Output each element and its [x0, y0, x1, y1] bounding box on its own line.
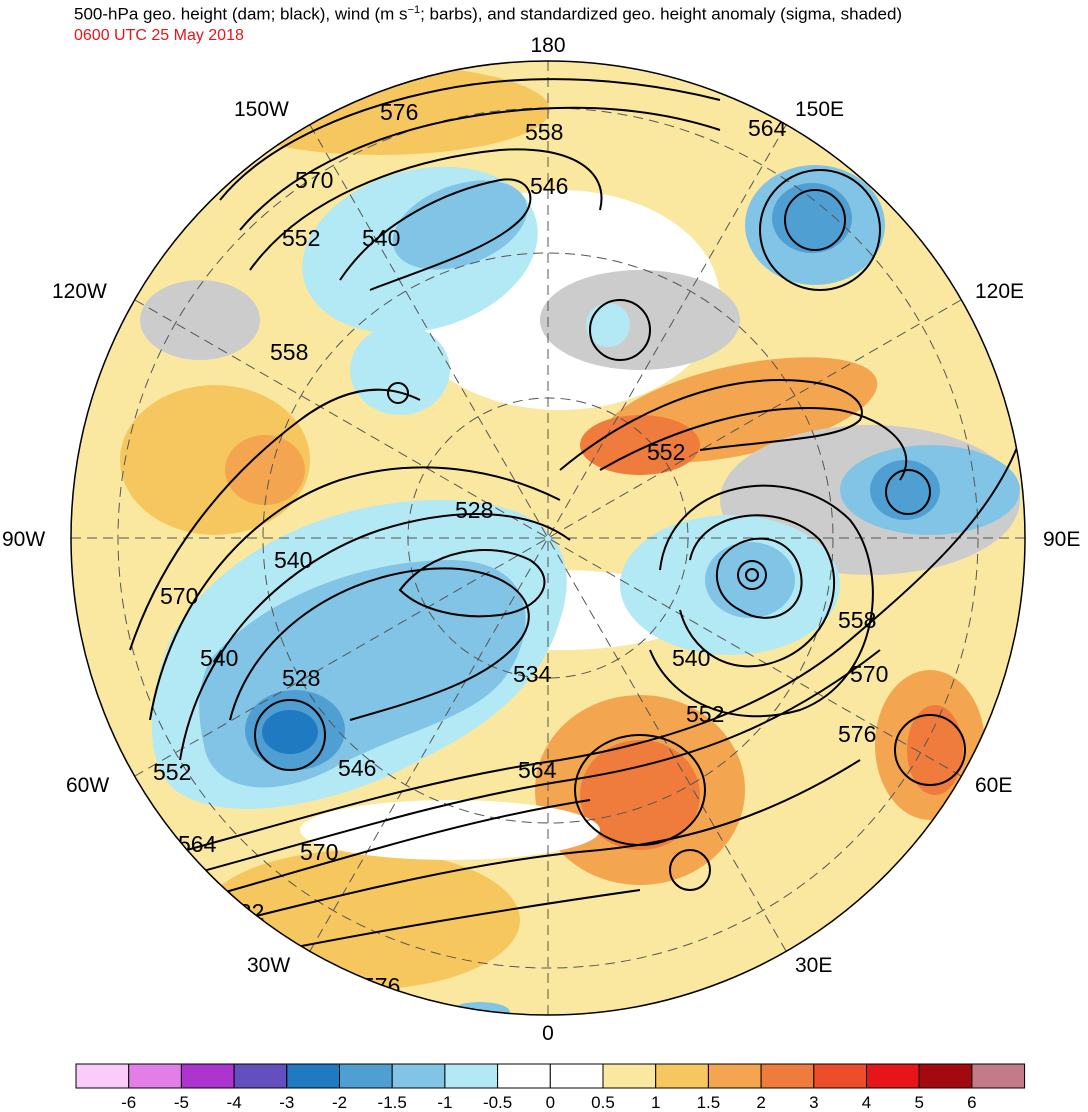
contour-label: 564 [518, 757, 557, 783]
contour-label: 576 [380, 99, 418, 125]
colorbar-swatch [339, 1063, 393, 1089]
colorbar-tick-label: -6 [121, 1093, 136, 1112]
contour-label: 570 [160, 583, 198, 609]
colorbar-tick-label: -0.5 [483, 1093, 512, 1112]
contour-label: 582 [226, 899, 264, 925]
contour-label: 540 [672, 645, 710, 671]
longitude-label: 150E [795, 98, 844, 121]
contour-label: 576 [838, 721, 876, 747]
colorbar-swatch [180, 1063, 235, 1089]
longitude-label: 60W [66, 774, 109, 797]
colorbar-tick-label: -4 [227, 1093, 242, 1112]
colorbar-swatch [286, 1063, 340, 1089]
colorbar-tick-label: -5 [174, 1093, 189, 1112]
colorbar-swatch [655, 1063, 709, 1089]
colorbar-tick-label: 6 [967, 1093, 976, 1112]
contour-label: 570 [295, 167, 333, 193]
colorbar-tick-label: -3 [279, 1093, 294, 1112]
longitude-label: 90W [2, 528, 45, 551]
contour-label: 552 [686, 701, 724, 727]
anomaly-negative-patch [772, 183, 852, 253]
colorbar-swatch [707, 1063, 762, 1089]
colorbar: -6 -5 -4 -3 -2 -1.5 -1 -0.5 0 0.5 1 1.5 2 3 4 5 6 [75, 1063, 1026, 1112]
colorbar-swatch [391, 1063, 446, 1089]
colorbar-swatch [918, 1063, 973, 1089]
contour-label: 570 [300, 839, 338, 865]
colorbar-tick-label: 4 [862, 1093, 871, 1112]
contour-label: 552 [282, 225, 320, 251]
height-contours [129, 78, 1021, 961]
contour-label: 558 [525, 119, 563, 145]
colorbar-swatch [866, 1063, 920, 1089]
longitude-label: 30E [795, 954, 832, 977]
colorbar-swatch [128, 1063, 182, 1089]
colorbar-swatch [444, 1063, 499, 1089]
longitude-label: 60E [975, 774, 1012, 797]
contour-label: 528 [282, 665, 320, 691]
colorbar-swatch [971, 1063, 1026, 1089]
colorbar-tick-label: 0 [546, 1093, 555, 1112]
contour-label: 546 [530, 173, 568, 199]
anomaly-negative-patch [586, 303, 630, 347]
contour-label: 552 [647, 439, 685, 465]
colorbar-tick-label: 1.5 [697, 1093, 721, 1112]
anomaly-negative-patch [262, 710, 318, 754]
colorbar-tick-label: -1 [437, 1093, 452, 1112]
map-boundary [70, 60, 1026, 1016]
longitude-label: 30W [247, 954, 290, 977]
anomaly-neutral-patch [540, 270, 740, 370]
colorbar-tick-label: 3 [809, 1093, 818, 1112]
contour-label: 558 [838, 607, 876, 633]
contour-label: 564 [178, 831, 217, 857]
contour-label: 558 [270, 339, 308, 365]
longitude-label: 0 [542, 1022, 554, 1045]
contour-label: 540 [200, 645, 238, 671]
colorbar-tick-label: -1.5 [378, 1093, 407, 1112]
longitude-label: 150W [234, 98, 289, 121]
contour-label: 528 [455, 497, 493, 523]
valid-time: 0600 UTC 25 May 2018 [74, 27, 244, 44]
colorbar-tick-label: 1 [651, 1093, 660, 1112]
longitude-label: 120E [975, 280, 1024, 303]
longitude-label: 180 [530, 34, 565, 57]
colorbar-tick-label: 5 [914, 1093, 923, 1112]
anomaly-negative-patch [392, 180, 528, 270]
longitude-label: 120W [52, 280, 107, 303]
anomaly-positive-patch [225, 435, 305, 505]
colorbar-swatch [497, 1063, 551, 1089]
colorbar-swatch [760, 1063, 815, 1089]
contour-label: 570 [850, 661, 888, 687]
anomaly-positive-patch [580, 740, 700, 850]
contour-label: 540 [274, 547, 312, 573]
longitude-label: 90E [1043, 528, 1080, 551]
colorbar-swatch [75, 1063, 130, 1089]
colorbar-swatch [813, 1063, 867, 1089]
anomaly-positive-patch [907, 705, 963, 795]
colorbar-tick-label: 0.5 [591, 1093, 615, 1112]
contour-label: 564 [748, 115, 787, 141]
colorbar-swatch [602, 1063, 657, 1089]
anomaly-neutral-patch [300, 800, 600, 860]
anomaly-negative-patch [350, 325, 450, 415]
contour-label: 546 [338, 755, 376, 781]
contour-label: 552 [153, 759, 191, 785]
contour-label: 576 [362, 973, 400, 999]
colorbar-swatch [233, 1063, 288, 1089]
colorbar-swatch [549, 1063, 604, 1089]
colorbar-tick-label: -2 [332, 1093, 347, 1112]
anomaly-neutral-patch [140, 280, 260, 360]
contour-label: 534 [513, 661, 552, 687]
longitude-labels: 180 150E 120E 90E 60E 30E 0 30W 60W 90W … [2, 34, 1080, 1045]
colorbar-tick-label: 2 [756, 1093, 765, 1112]
chart-title: 500-hPa geo. height (dam; black), wind (… [74, 4, 903, 24]
contour-label: 540 [362, 225, 400, 251]
